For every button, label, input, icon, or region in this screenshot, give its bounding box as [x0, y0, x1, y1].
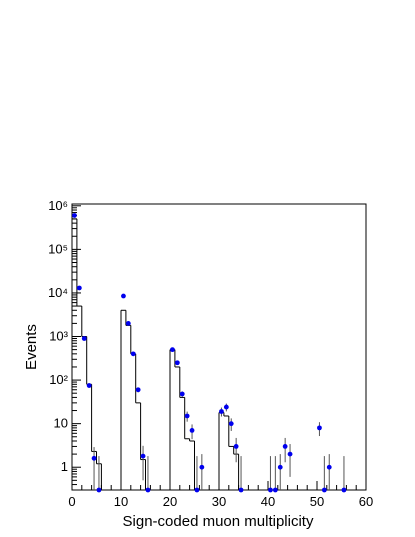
data-point [272, 487, 278, 493]
data-point [219, 409, 224, 414]
x-tick-label: 20 [163, 494, 177, 509]
data-point [189, 427, 195, 433]
data-point [228, 421, 234, 427]
data-point [140, 453, 146, 459]
data-point [184, 413, 190, 419]
data-point [130, 351, 136, 357]
data-point [121, 293, 126, 299]
data-point [268, 487, 273, 493]
data-point [233, 444, 239, 449]
y-tick-label: 10⁴ [48, 285, 68, 300]
data-point [341, 487, 347, 493]
y-tick-label: 10 [54, 416, 68, 431]
x-tick-label: 40 [261, 494, 275, 509]
x-tick-label: 0 [68, 494, 75, 509]
data-point [199, 464, 205, 470]
data-point [81, 336, 87, 341]
data-point [96, 487, 102, 493]
data-point [145, 487, 151, 493]
data-point [277, 464, 283, 470]
data-point [321, 487, 327, 493]
x-tick-label: 50 [310, 494, 324, 509]
data-point [86, 383, 92, 388]
x-tick-label: 30 [212, 494, 226, 509]
y-axis-title: Events [23, 324, 40, 370]
data-point [125, 320, 131, 326]
x-tick-label: 10 [114, 494, 128, 509]
x-axis-title: Sign-coded muon multiplicity [123, 513, 314, 530]
data-point [170, 347, 175, 353]
data-point [72, 213, 77, 218]
x-tick-label: 60 [359, 494, 373, 509]
data-point [194, 487, 200, 493]
data-point [287, 451, 293, 457]
data-point [76, 285, 82, 291]
data-point [317, 425, 322, 431]
data-point [174, 360, 180, 366]
y-tick-label: 10⁶ [48, 198, 68, 213]
y-tick-label: 10³ [49, 329, 68, 344]
data-point [223, 404, 229, 410]
y-tick-label: 1 [61, 459, 68, 474]
data-point [282, 444, 288, 449]
y-tick-label: 10⁵ [48, 241, 68, 256]
data-point [238, 487, 244, 493]
y-tick-label: 10² [49, 372, 68, 387]
data-point [179, 391, 185, 397]
data-point [91, 455, 97, 461]
data-point [326, 464, 332, 470]
data-point [135, 387, 141, 393]
